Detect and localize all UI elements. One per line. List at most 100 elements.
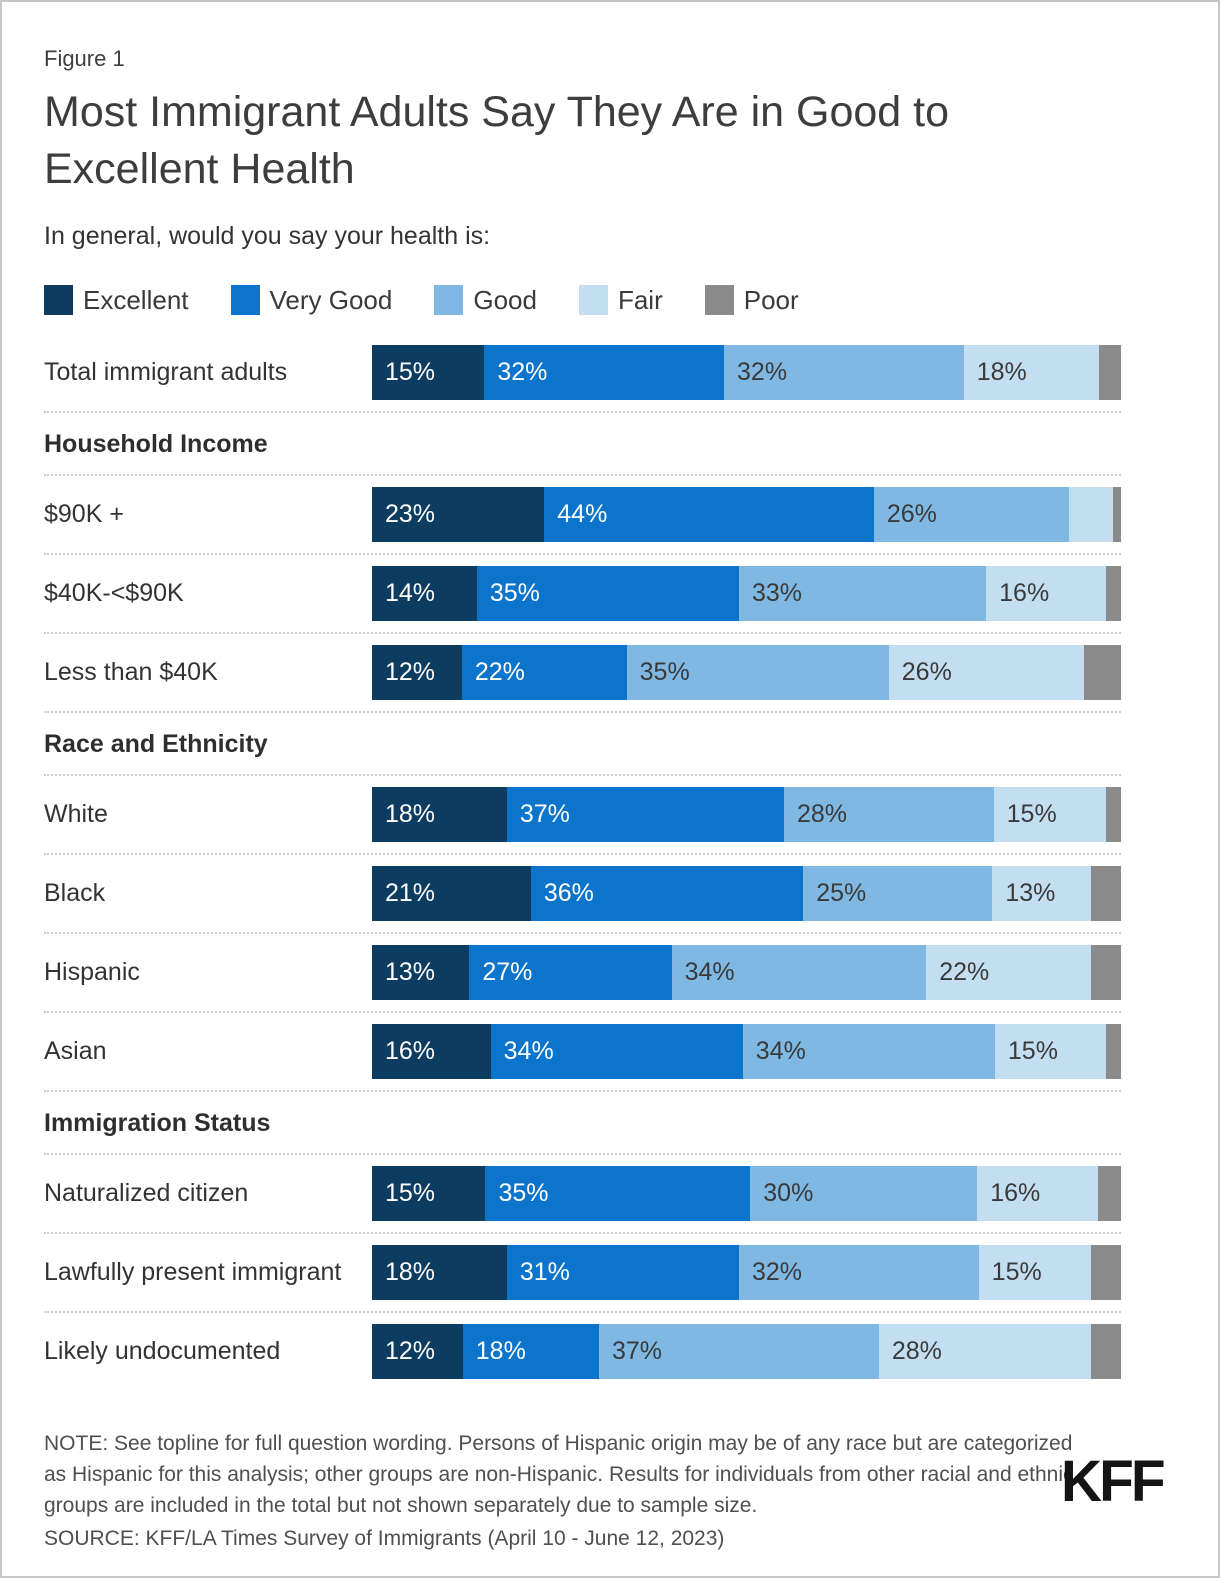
- legend-swatch-good: [434, 285, 464, 315]
- segment-value-label: 22%: [474, 657, 525, 686]
- footer: NOTE: See topline for full question word…: [44, 1428, 1176, 1554]
- stacked-bar: 18% 37% 28% 15%: [372, 786, 1121, 842]
- row-label: Total immigrant adults: [44, 357, 288, 386]
- bar-segment-poor: [1106, 1023, 1121, 1079]
- segment-value-label: 13%: [385, 957, 436, 986]
- segment-value-label: 27%: [482, 957, 533, 986]
- segment-value-label: 16%: [990, 1178, 1041, 1207]
- section-title: Household Income: [44, 429, 268, 458]
- legend-label: Poor: [743, 284, 799, 315]
- bar-row: Total immigrant adults 15% 32% 32% 18%: [44, 334, 1121, 413]
- bar-segment-very_good: 36%: [530, 865, 804, 921]
- segment-value-label: 18%: [385, 799, 436, 828]
- row-label: Hispanic: [44, 957, 140, 986]
- bar-segment-poor: [1105, 565, 1121, 621]
- stacked-bar: 21% 36% 25% 13%: [372, 865, 1121, 921]
- segment-value-label: 15%: [385, 357, 436, 386]
- segment-value-label: 12%: [385, 1336, 436, 1365]
- bar-row: Likely undocumented 12% 18% 37% 28%: [44, 1313, 1121, 1390]
- bar-row: Black 21% 36% 25% 13%: [44, 855, 1121, 934]
- segment-value-label: 18%: [385, 1257, 436, 1286]
- bar-row: $40K-<$90K 14% 35% 33% 16%: [44, 555, 1121, 634]
- legend-item-poor: Poor: [704, 284, 799, 316]
- legend-item-very_good: Very Good: [230, 285, 392, 316]
- segment-value-label: 35%: [639, 657, 690, 686]
- stacked-bar: 12% 18% 37% 28%: [372, 1323, 1121, 1379]
- bar-segment-good: 34%: [671, 944, 927, 1000]
- segment-value-label: 32%: [497, 357, 548, 386]
- bar-segment-poor: [1091, 1244, 1121, 1300]
- segment-value-label: 25%: [816, 878, 867, 907]
- stacked-bar: 14% 35% 33% 16%: [372, 565, 1121, 621]
- kff-logo: KFF: [1061, 1448, 1166, 1514]
- row-label: Naturalized citizen: [44, 1178, 249, 1207]
- stacked-bar: 15% 35% 30% 16%: [372, 1165, 1121, 1221]
- row-label: Asian: [44, 1036, 107, 1065]
- bar-segment-fair: 13%: [992, 865, 1091, 921]
- row-label: White: [44, 799, 108, 828]
- bar-segment-poor: [1083, 644, 1121, 700]
- source-text: SOURCE: KFF/LA Times Survey of Immigrant…: [44, 1526, 725, 1550]
- bar-segment-excellent: 15%: [372, 1165, 486, 1221]
- legend-item-fair: Fair: [578, 285, 663, 316]
- segment-value-label: 31%: [519, 1257, 570, 1286]
- segment-value-label: 16%: [999, 578, 1050, 607]
- bar-segment-good: 25%: [803, 865, 993, 921]
- bar-segment-good: 32%: [724, 344, 964, 400]
- note-text: NOTE: See topline for full question word…: [44, 1431, 1074, 1517]
- row-label: Black: [44, 878, 106, 907]
- segment-value-label: 37%: [611, 1336, 662, 1365]
- legend-item-good: Good: [434, 285, 537, 316]
- bar-row: $90K + 23% 44% 26%: [44, 476, 1121, 555]
- segment-value-label: 35%: [498, 1178, 549, 1207]
- bar-segment-very_good: 27%: [469, 944, 672, 1000]
- bar-segment-good: 26%: [873, 486, 1069, 542]
- legend-swatch-poor: [704, 285, 734, 315]
- stacked-bar: 18% 31% 32% 15%: [372, 1244, 1121, 1300]
- bar-segment-excellent: 14%: [372, 565, 477, 621]
- legend-label: Good: [473, 284, 537, 315]
- section-title: Immigration Status: [44, 1108, 271, 1137]
- bar-row: White 18% 37% 28% 15%: [44, 776, 1121, 855]
- row-label: $40K-<$90K: [44, 578, 184, 607]
- bar-segment-excellent: 12%: [372, 644, 462, 700]
- bar-segment-very_good: 37%: [506, 786, 784, 842]
- segment-value-label: 15%: [1006, 799, 1057, 828]
- segment-value-label: 18%: [475, 1336, 526, 1365]
- bar-row: Naturalized citizen 15% 35% 30% 16%: [44, 1155, 1121, 1234]
- chart-title: Most Immigrant Adults Say They Are in Go…: [44, 88, 950, 193]
- segment-value-label: 30%: [763, 1178, 814, 1207]
- segment-value-label: 18%: [976, 357, 1027, 386]
- segment-value-label: 12%: [385, 657, 436, 686]
- segment-value-label: 36%: [543, 878, 594, 907]
- legend-swatch-excellent: [44, 285, 73, 315]
- bar-segment-fair: 26%: [888, 644, 1084, 700]
- section-title: Race and Ethnicity: [44, 729, 268, 758]
- legend-item-excellent: Excellent: [44, 285, 189, 316]
- bar-segment-good: 33%: [739, 565, 987, 621]
- bar-segment-fair: 15%: [993, 786, 1106, 842]
- segment-value-label: 15%: [991, 1257, 1042, 1286]
- bar-segment-good: 37%: [598, 1323, 879, 1379]
- bar-segment-poor: [1098, 1165, 1121, 1221]
- bar-segment-excellent: 23%: [372, 486, 545, 542]
- segment-value-label: 26%: [886, 499, 937, 528]
- segment-value-label: 33%: [752, 578, 803, 607]
- bar-segment-very_good: 18%: [462, 1323, 599, 1379]
- segment-value-label: 23%: [385, 499, 436, 528]
- bar-row: Lawfully present immigrant 18% 31% 32% 15%: [44, 1234, 1121, 1313]
- bar-segment-poor: [1106, 786, 1121, 842]
- segment-value-label: 28%: [796, 799, 847, 828]
- segment-value-label: 35%: [489, 578, 540, 607]
- legend-label: Excellent: [83, 284, 189, 315]
- legend-swatch-fair: [578, 285, 608, 315]
- segment-value-label: 37%: [519, 799, 570, 828]
- segment-value-label: 16%: [385, 1036, 436, 1065]
- bar-segment-poor: [1090, 865, 1121, 921]
- bar-segment-very_good: 32%: [484, 344, 725, 400]
- bar-segment-excellent: 18%: [372, 786, 507, 842]
- segment-value-label: 15%: [1007, 1036, 1058, 1065]
- legend: Excellent Very Good Good Fair Poor: [44, 285, 1176, 316]
- segment-value-label: 14%: [385, 578, 436, 607]
- segment-value-label: 15%: [385, 1178, 436, 1207]
